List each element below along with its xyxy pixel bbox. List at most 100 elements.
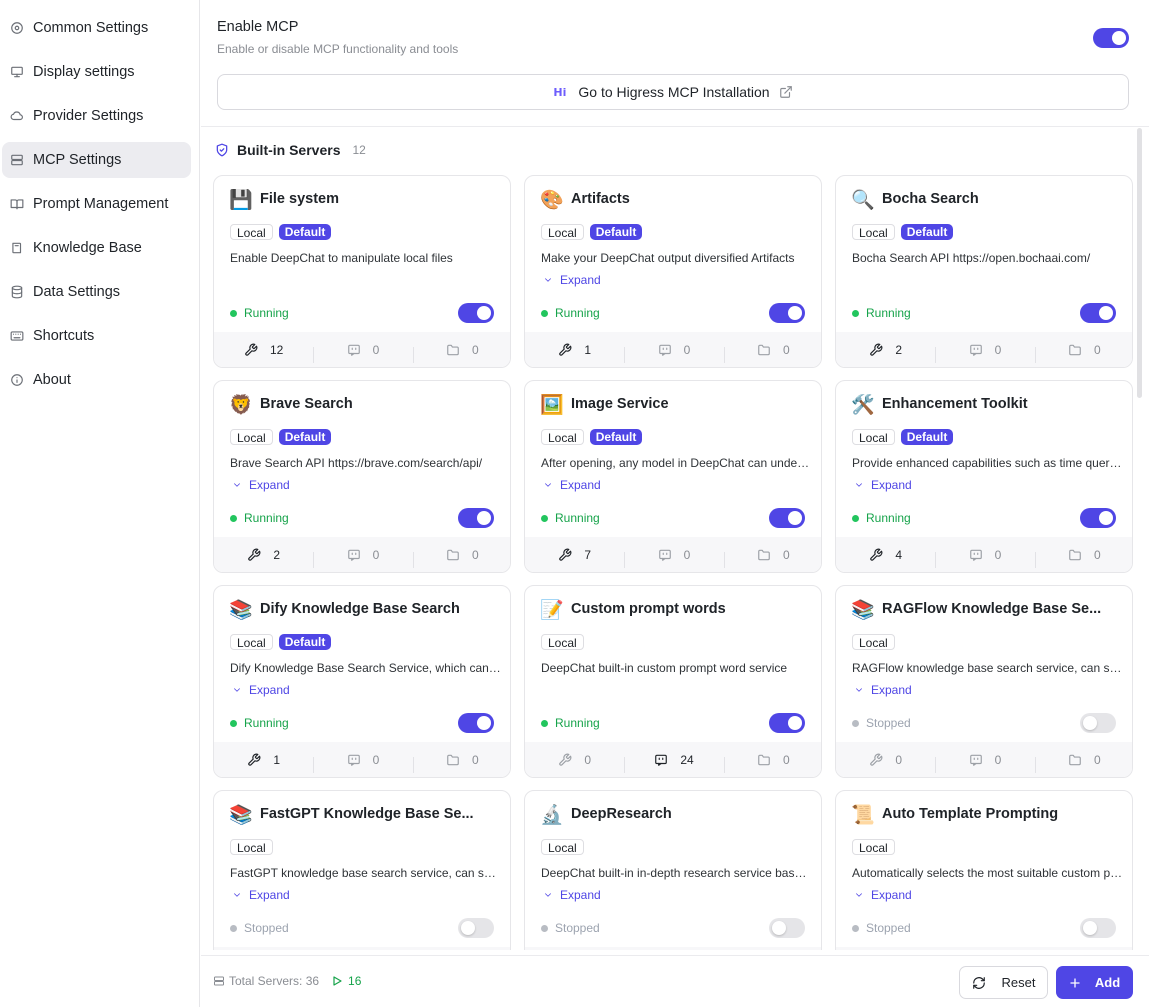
- resources-count[interactable]: 0: [412, 753, 510, 773]
- server-card[interactable]: 💾 File system Local Default Enable DeepChat …: [213, 175, 511, 368]
- prompts-count-value: 0: [372, 753, 380, 767]
- status-label: Running: [555, 306, 600, 320]
- expand-button[interactable]: Expand: [854, 478, 912, 492]
- sidebar-item-prompt-management[interactable]: Prompt Management: [2, 186, 191, 222]
- sidebar-item-provider-settings[interactable]: Provider Settings: [2, 98, 191, 134]
- server-toggle[interactable]: [1080, 918, 1116, 938]
- server-toggle[interactable]: [1080, 713, 1116, 733]
- expand-button[interactable]: Expand: [543, 888, 601, 902]
- prompts-count-value: 0: [994, 548, 1002, 562]
- plus-icon: [1070, 977, 1080, 988]
- server-toggle[interactable]: [769, 918, 805, 938]
- sidebar-item-about[interactable]: About: [2, 362, 191, 398]
- server-stats: 2 0 0: [836, 332, 1132, 367]
- server-toggle[interactable]: [458, 918, 494, 938]
- tools-count[interactable]: 2: [836, 343, 935, 357]
- database-icon: [11, 285, 23, 299]
- server-card[interactable]: 📚 FastGPT Knowledge Base Se... Local FastGP…: [213, 790, 511, 950]
- tools-count[interactable]: 4: [836, 548, 935, 562]
- scrollbar[interactable]: [1136, 128, 1144, 950]
- server-toggle[interactable]: [769, 508, 805, 528]
- resources-count[interactable]: 0: [412, 548, 510, 568]
- resources-count[interactable]: 0: [1034, 343, 1132, 363]
- server-card[interactable]: 🔍 Bocha Search Local Default Bocha Search AP…: [835, 175, 1133, 368]
- server-description: Make your DeepChat output diversified Ar…: [541, 251, 795, 265]
- resources-count[interactable]: 0: [723, 343, 821, 363]
- server-card[interactable]: 🔬 DeepResearch Local DeepChat built-in in-d…: [524, 790, 822, 950]
- server-toggle[interactable]: [769, 713, 805, 733]
- reset-button[interactable]: Reset: [959, 966, 1048, 999]
- prompts-count[interactable]: 0: [935, 753, 1034, 773]
- server-card[interactable]: 📝 Custom prompt words Local DeepChat built-…: [524, 585, 822, 778]
- server-card[interactable]: 🛠️ Enhancement Toolkit Local Default Provide…: [835, 380, 1133, 573]
- prompts-count[interactable]: 0: [935, 343, 1034, 363]
- server-tags: Local Default: [852, 224, 954, 240]
- server-name: Brave Search: [260, 396, 353, 412]
- resources-count[interactable]: 0: [723, 753, 821, 773]
- sidebar-item-display-settings[interactable]: Display settings: [2, 54, 191, 90]
- prompts-count[interactable]: 0: [313, 548, 412, 568]
- expand-button[interactable]: Expand: [854, 888, 912, 902]
- server-toggle[interactable]: [458, 303, 494, 323]
- higress-logo-icon: Hi: [553, 85, 567, 99]
- server-toggle[interactable]: [769, 303, 805, 323]
- database-icon-wrap: [10, 285, 24, 299]
- resources-count[interactable]: 0: [723, 548, 821, 568]
- expand-button[interactable]: Expand: [232, 478, 290, 492]
- prompts-count[interactable]: 0: [624, 548, 723, 568]
- server-card[interactable]: 🎨 Artifacts Local Default Make your DeepChat…: [524, 175, 822, 368]
- prompts-count[interactable]: 0: [313, 753, 412, 773]
- add-server-button[interactable]: Add: [1056, 966, 1133, 999]
- server-card[interactable]: 🖼️ Image Service Local Default After opening…: [524, 380, 822, 573]
- server-title: 📝 Custom prompt words: [541, 598, 726, 621]
- tools-count[interactable]: 2: [214, 548, 313, 562]
- expand-label: Expand: [871, 683, 912, 697]
- mcp-enable-toggle[interactable]: [1093, 28, 1129, 48]
- sidebar-item-shortcuts[interactable]: Shortcuts: [2, 318, 191, 354]
- sidebar-item-data-settings[interactable]: Data Settings: [2, 274, 191, 310]
- server-toggle[interactable]: [458, 508, 494, 528]
- status-dot: [852, 924, 859, 932]
- server-toggle[interactable]: [458, 713, 494, 733]
- prompts-count[interactable]: 0: [935, 548, 1034, 568]
- higress-install-button[interactable]: Hi Go to Higress MCP Installation: [217, 74, 1129, 110]
- prompts-count[interactable]: 0: [624, 343, 723, 363]
- tools-count[interactable]: 12: [214, 343, 313, 357]
- server-emoji-icon: 🔬: [541, 803, 564, 826]
- status-dot: [230, 309, 237, 317]
- server-card[interactable]: 🦁 Brave Search Local Default Brave Search AP…: [213, 380, 511, 573]
- tools-count[interactable]: 0: [836, 753, 935, 767]
- expand-label: Expand: [249, 888, 290, 902]
- server-card[interactable]: 📚 Dify Knowledge Base Search Local Default D…: [213, 585, 511, 778]
- prompts-count[interactable]: 0: [313, 343, 412, 363]
- server-card[interactable]: 📚 RAGFlow Knowledge Base Se... Local RAGFlo…: [835, 585, 1133, 778]
- server-description: DeepChat built-in custom prompt word ser…: [541, 661, 788, 675]
- expand-button[interactable]: Expand: [854, 683, 912, 697]
- mcp-enable-section: Enable MCP Enable or disable MCP functio…: [201, 0, 1149, 127]
- expand-button[interactable]: Expand: [543, 478, 601, 492]
- resources-count[interactable]: 0: [1034, 548, 1132, 568]
- sidebar-item-knowledge-base[interactable]: Knowledge Base: [2, 230, 191, 266]
- sidebar-item-common-settings[interactable]: Common Settings: [2, 10, 191, 46]
- server-emoji-icon: 🦁: [230, 393, 253, 416]
- prompts-count[interactable]: 24: [624, 753, 723, 773]
- scrollbar-thumb[interactable]: [1137, 128, 1142, 398]
- default-tag: Default: [900, 429, 954, 445]
- server-toggle[interactable]: [1080, 303, 1116, 323]
- server-stats: 000: [525, 947, 821, 950]
- sidebar-item-mcp-settings[interactable]: MCP Settings: [2, 142, 191, 178]
- tools-count[interactable]: 1: [525, 343, 624, 357]
- server-card[interactable]: 📜 Auto Template Prompting Local Automatical…: [835, 790, 1133, 950]
- built-in-servers-header: Built-in Servers 12: [215, 142, 366, 158]
- tools-count[interactable]: 0: [525, 753, 624, 767]
- tools-count[interactable]: 7: [525, 548, 624, 562]
- resources-count[interactable]: 0: [412, 343, 510, 363]
- tools-count[interactable]: 1: [214, 753, 313, 767]
- expand-button[interactable]: Expand: [543, 273, 601, 287]
- server-toggle[interactable]: [1080, 508, 1116, 528]
- expand-button[interactable]: Expand: [232, 683, 290, 697]
- server-emoji-icon: 🔍: [852, 188, 875, 211]
- resources-count[interactable]: 0: [1034, 753, 1132, 773]
- sidebar-item-label: Display settings: [33, 64, 135, 80]
- expand-button[interactable]: Expand: [232, 888, 290, 902]
